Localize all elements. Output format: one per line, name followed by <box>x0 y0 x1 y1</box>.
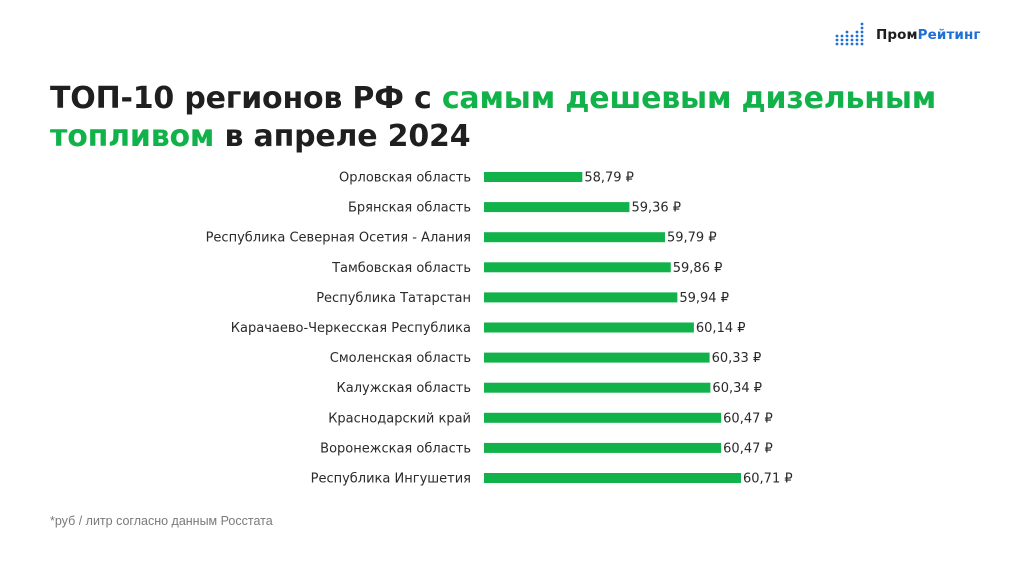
value-label: 60,14 ₽ <box>696 321 746 336</box>
title-part2: в апреле 2024 <box>214 119 471 154</box>
bar <box>484 322 694 333</box>
value-label: 60,71 ₽ <box>743 472 793 487</box>
title-part1: ТОП-10 регионов РФ с <box>50 81 442 116</box>
value-label: 59,86 ₽ <box>673 261 723 276</box>
value-label: 60,34 ₽ <box>712 381 762 396</box>
category-label: Воронежская область <box>320 441 471 456</box>
category-label: Республика Татарстан <box>316 291 471 306</box>
bar-dots-logo-icon <box>835 22 864 46</box>
category-label: Карачаево-Черкесская Республика <box>231 321 471 336</box>
brand-name: ПромРейтинг <box>876 27 981 43</box>
category-label: Орловская область <box>339 171 471 186</box>
category-label: Краснодарский край <box>328 411 471 426</box>
bar <box>484 412 722 423</box>
value-label: 59,94 ₽ <box>679 291 729 306</box>
category-label: Брянская область <box>348 201 471 216</box>
brand-logo: ПромРейтинг <box>834 22 981 48</box>
category-label: Республика Ингушетия <box>311 472 471 487</box>
footnote: *руб / литр согласно данным Росстата <box>50 514 273 528</box>
value-label: 58,79 ₽ <box>584 171 634 186</box>
title-highlight1: самым дешевым дизельным <box>441 81 937 116</box>
value-label: 60,47 ₽ <box>723 441 773 456</box>
brand-name-part2: Рейтинг <box>917 27 981 43</box>
bar <box>484 442 722 453</box>
category-label: Республика Северная Осетия - Алания <box>206 231 471 246</box>
value-label: 60,47 ₽ <box>723 411 773 426</box>
value-label: 59,36 ₽ <box>631 201 681 216</box>
bar <box>484 172 583 182</box>
bar <box>484 352 710 363</box>
page-title: ТОП-10 регионов РФ с самым дешевым дизел… <box>50 80 936 156</box>
category-label: Смоленская область <box>330 351 471 366</box>
title-highlight2: топливом <box>50 119 215 154</box>
value-label: 59,79 ₽ <box>667 231 717 246</box>
bar <box>484 292 678 303</box>
bar <box>484 232 665 243</box>
category-label: Калужская область <box>337 381 471 396</box>
bar <box>484 473 741 483</box>
value-label: 60,33 ₽ <box>712 351 762 366</box>
brand-name-part1: Пром <box>876 27 918 43</box>
bar <box>484 382 711 393</box>
bar <box>484 202 630 213</box>
bar <box>484 262 671 273</box>
category-label: Тамбовская область <box>331 261 471 276</box>
